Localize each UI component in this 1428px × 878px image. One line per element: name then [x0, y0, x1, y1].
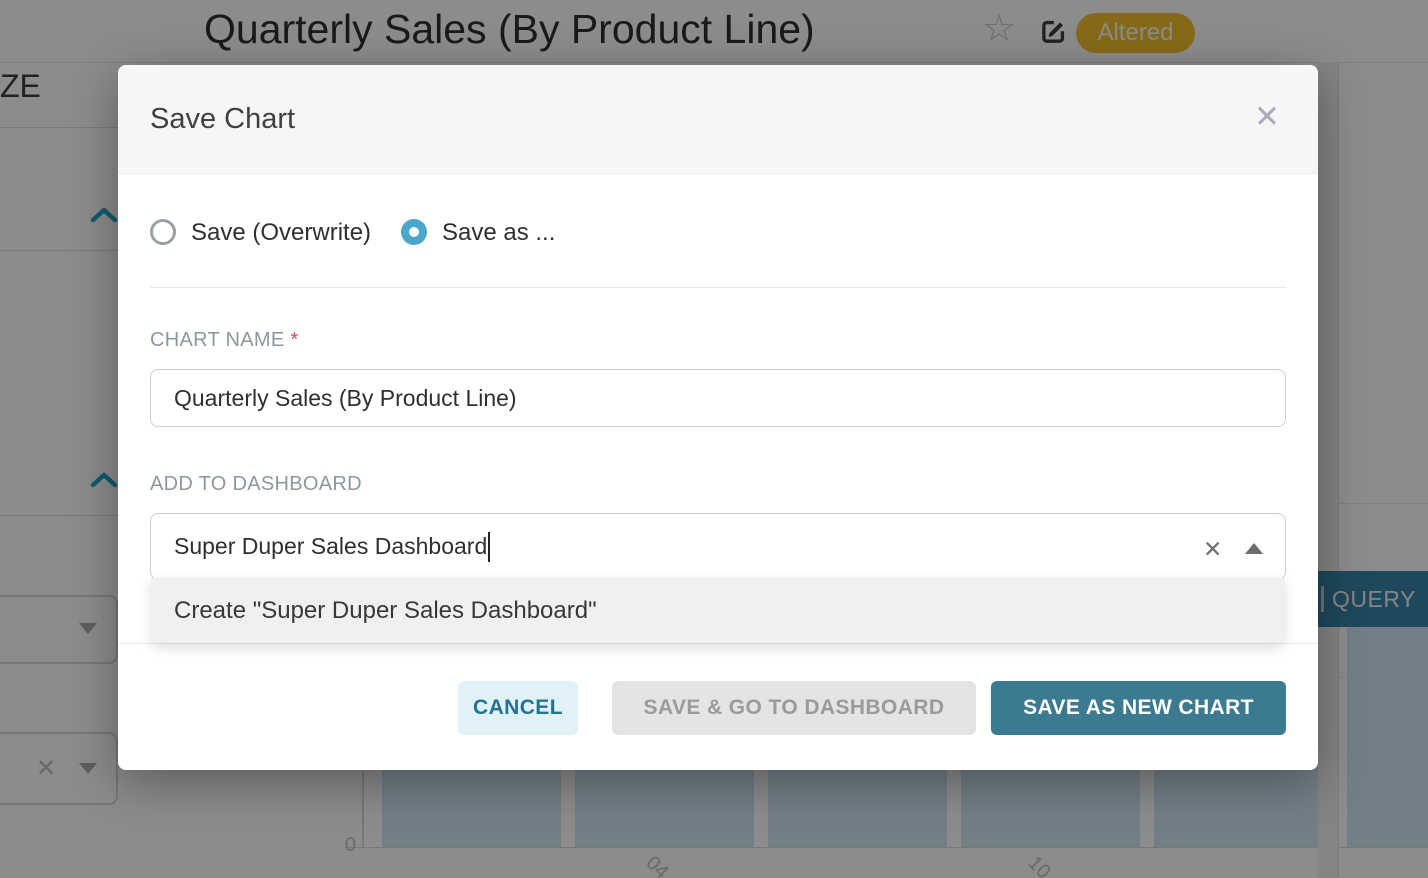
radio-save-as[interactable] [401, 219, 427, 245]
altered-badge-label: Altered [1097, 19, 1174, 46]
required-asterisk: * [290, 329, 299, 351]
radio-dot [409, 227, 419, 237]
section-divider [150, 287, 1286, 288]
close-icon[interactable]: ✕ [1254, 99, 1280, 134]
radio-save-overwrite[interactable] [150, 219, 176, 245]
header-divider [0, 62, 1428, 63]
scrollbar[interactable] [1318, 62, 1339, 878]
add-to-dashboard-label: ADD TO DASHBOARD [150, 473, 362, 495]
chart-name-label: CHART NAME * [150, 329, 299, 352]
control-select[interactable]: ✕ [0, 732, 118, 805]
dashboard-combobox[interactable]: Super Duper Sales Dashboard ✕ [150, 513, 1286, 580]
save-as-new-chart-button[interactable]: SAVE AS NEW CHART [991, 681, 1286, 735]
dashboard-combobox-value: Super Duper Sales Dashboard [174, 533, 488, 559]
customize-tab-fragment[interactable]: ZE [0, 68, 41, 104]
modal-title: Save Chart [150, 103, 296, 135]
caret-up-icon[interactable] [1245, 543, 1263, 554]
control-select[interactable] [0, 595, 118, 664]
chevron-up-icon[interactable] [90, 471, 118, 489]
chart-name-input[interactable]: Quarterly Sales (By Product Line) [150, 369, 1286, 427]
text-cursor [488, 531, 491, 562]
chart-name-value: Quarterly Sales (By Product Line) [174, 384, 517, 411]
favorite-star-icon[interactable]: ☆ [982, 8, 1017, 50]
caret-down-icon [79, 623, 97, 634]
clear-value-icon[interactable]: ✕ [36, 755, 57, 782]
query-panel-tab[interactable]: QUERY [1318, 571, 1428, 627]
caret-down-icon [79, 763, 97, 774]
radio-save-as-label[interactable]: Save as ... [442, 219, 556, 246]
chart-x-axis [345, 847, 1428, 848]
tab-separator [1321, 586, 1324, 612]
save-chart-modal: Save Chart ✕ Save (Overwrite) Save as ..… [118, 65, 1318, 770]
chart-name-label-text: CHART NAME [150, 329, 285, 351]
cancel-button[interactable]: CANCEL [458, 681, 578, 735]
chevron-up-icon[interactable] [90, 206, 118, 224]
y-axis-tick-label: 0 [344, 834, 356, 856]
dashboard-dropdown: Create "Super Duper Sales Dashboard" [151, 578, 1285, 643]
query-tab-label: QUERY [1332, 585, 1416, 612]
edit-title-icon[interactable] [1037, 17, 1068, 48]
modal-header: Save Chart ✕ [118, 65, 1318, 174]
save-and-go-to-dashboard-button[interactable]: SAVE & GO TO DASHBOARD [612, 681, 976, 735]
footer-divider [118, 643, 1318, 644]
dropdown-option-create[interactable]: Create "Super Duper Sales Dashboard" [174, 597, 597, 624]
page-title: Quarterly Sales (By Product Line) [204, 6, 815, 52]
altered-badge: Altered [1076, 13, 1195, 53]
radio-save-overwrite-label[interactable]: Save (Overwrite) [191, 219, 372, 246]
clear-icon[interactable]: ✕ [1203, 536, 1223, 562]
chart-bar [1347, 598, 1428, 848]
